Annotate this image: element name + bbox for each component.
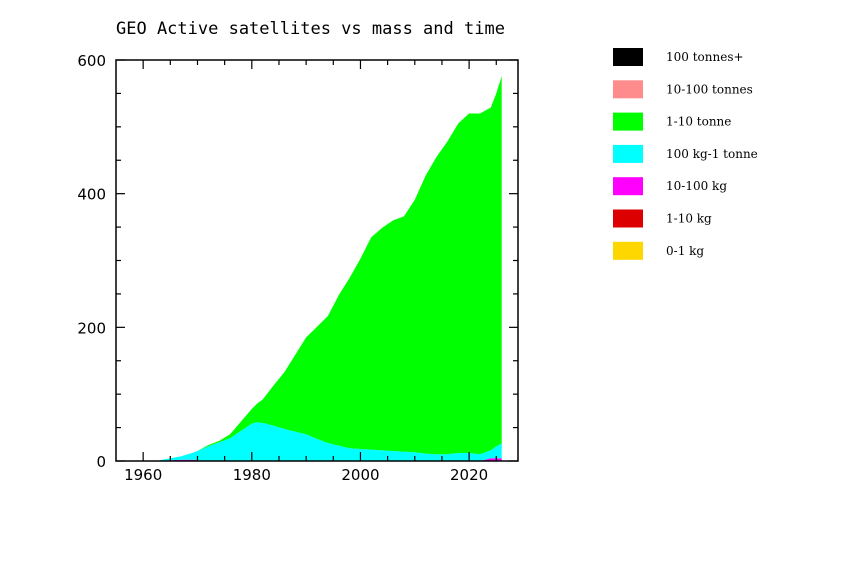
legend-swatch: [613, 177, 643, 196]
x-tick-label: 1960: [124, 466, 162, 484]
legend-swatch: [613, 144, 643, 163]
legend-swatch: [613, 80, 643, 99]
y-tick-label: 400: [77, 186, 106, 204]
legend-label: 100 tonnes+: [666, 50, 744, 64]
legend-label: 1-10 kg: [666, 212, 712, 226]
y-tick-label: 0: [96, 453, 106, 471]
legend-swatch: [613, 241, 643, 260]
legend-label: 10-100 tonnes: [666, 82, 753, 96]
legend-swatch: [613, 48, 643, 66]
x-tick-label: 1980: [233, 466, 271, 484]
y-tick-label: 600: [77, 52, 106, 70]
area-series-3: [159, 422, 502, 461]
legend: 100 tonnes+ 10-100 tonnes 1-10 tonne 100 kg…: [613, 48, 758, 260]
chart-title: GEO Active satellites vs mass and time: [116, 19, 505, 39]
legend-swatch: [613, 112, 643, 131]
legend-label: 0-1 kg: [666, 244, 704, 258]
area-layers: [159, 76, 502, 461]
x-tick-label: 2020: [450, 466, 488, 484]
legend-label: 10-100 kg: [666, 179, 727, 193]
y-tick-label: 200: [77, 319, 106, 337]
legend-swatch: [613, 209, 643, 228]
legend-label: 100 kg-1 tonne: [666, 147, 758, 161]
area-series-4: [159, 76, 502, 461]
axis-ticks: 1960 1980 2000 2020 0 200 400 600: [77, 52, 518, 484]
legend-label: 1-10 tonne: [666, 115, 731, 129]
x-tick-label: 2000: [341, 466, 379, 484]
